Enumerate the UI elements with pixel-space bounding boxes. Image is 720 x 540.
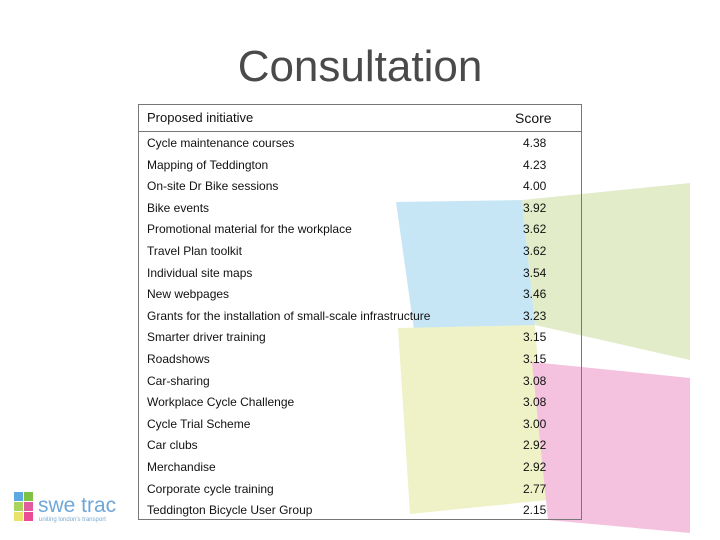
- table-row: Merchandise 2.92: [139, 456, 581, 478]
- logo-name: swe trac: [38, 494, 116, 517]
- score-cell: 4.00: [523, 179, 547, 194]
- initiative-cell: Workplace Cycle Challenge: [147, 395, 295, 410]
- table-row: Travel Plan toolkit 3.62: [139, 240, 581, 262]
- initiative-cell: Merchandise: [147, 460, 216, 474]
- score-cell: 3.15: [523, 330, 547, 345]
- swe-trac-logo: swe trac uniting london's transport: [14, 492, 116, 523]
- header-score: Score: [515, 110, 552, 126]
- table-row: Workplace Cycle Challenge 3.08: [139, 391, 581, 413]
- table-row: Smarter driver training 3.15: [139, 326, 581, 348]
- score-cell: 3.92: [523, 200, 547, 215]
- initiative-cell: Car-sharing: [147, 373, 210, 388]
- score-cell: 2.15: [523, 503, 547, 518]
- score-cell: 3.46: [523, 287, 547, 302]
- score-cell: 3.08: [523, 395, 547, 410]
- initiative-cell: New webpages: [147, 287, 230, 302]
- table-row: Cycle Trial Scheme 3.00: [139, 413, 581, 435]
- pink-parallelogram: [532, 362, 690, 533]
- table-header: Proposed initiative Score: [139, 105, 581, 132]
- score-cell: 3.00: [523, 416, 547, 431]
- score-cell: 3.62: [523, 222, 547, 237]
- initiative-cell: Teddington Bicycle User Group: [147, 503, 313, 518]
- table-row: Promotional material for the workplace 3.…: [139, 218, 581, 240]
- initiative-cell: Bike events: [147, 200, 210, 215]
- initiative-cell: Promotional material for the workplace: [147, 222, 352, 237]
- score-cell: 3.62: [523, 244, 547, 258]
- initiative-cell: Cycle maintenance courses: [147, 136, 295, 150]
- table-row: Corporate cycle training 2.77: [139, 478, 581, 500]
- table-row: Bike events 3.92: [139, 197, 581, 219]
- score-cell: 3.54: [523, 265, 547, 280]
- yellow-parallelogram: [398, 325, 548, 514]
- initiative-cell: Travel Plan toolkit: [147, 244, 242, 258]
- score-cell: 4.38: [523, 136, 547, 150]
- score-cell: 2.92: [523, 460, 547, 474]
- table-row: Individual site maps 3.54: [139, 262, 581, 284]
- initiative-cell: Mapping of Teddington: [147, 157, 269, 172]
- table-row: New webpages 3.46: [139, 283, 581, 305]
- initiative-cell: On-site Dr Bike sessions: [147, 179, 279, 194]
- initiative-cell: Smarter driver training: [147, 330, 266, 345]
- initiative-cell: Roadshows: [147, 352, 210, 366]
- initiative-cell: Individual site maps: [147, 265, 253, 280]
- score-cell: 2.77: [523, 481, 547, 496]
- slide-title: Consultation: [237, 42, 483, 91]
- blue-parallelogram: [396, 200, 535, 330]
- header-initiative: Proposed initiative: [147, 110, 254, 125]
- initiative-cell: Grants for the installation of small-sca…: [147, 308, 431, 323]
- table-row: Grants for the installation of small-sca…: [139, 305, 581, 327]
- score-cell: 3.08: [523, 373, 547, 388]
- table-row: Car clubs 2.92: [139, 434, 581, 456]
- score-cell: 3.23: [523, 308, 547, 323]
- initiative-cell: Cycle Trial Scheme: [147, 416, 251, 431]
- table-row: On-site Dr Bike sessions 4.00: [139, 175, 581, 197]
- green-parallelogram: [522, 183, 690, 360]
- table-row: Roadshows 3.15: [139, 348, 581, 370]
- initiative-cell: Car clubs: [147, 438, 198, 453]
- initiatives-table: Proposed initiative Score Cycle maintena…: [138, 104, 582, 520]
- table-row: Car-sharing 3.08: [139, 370, 581, 392]
- table-row: Teddington Bicycle User Group 2.15: [139, 499, 581, 521]
- initiative-cell: Corporate cycle training: [147, 481, 274, 496]
- score-cell: 3.15: [523, 352, 547, 366]
- logo-tagline: uniting london's transport: [39, 517, 106, 523]
- score-cell: 4.23: [523, 157, 547, 172]
- score-cell: 2.92: [523, 438, 547, 453]
- table-row: Cycle maintenance courses 4.38: [139, 132, 581, 154]
- table-row: Mapping of Teddington 4.23: [139, 154, 581, 176]
